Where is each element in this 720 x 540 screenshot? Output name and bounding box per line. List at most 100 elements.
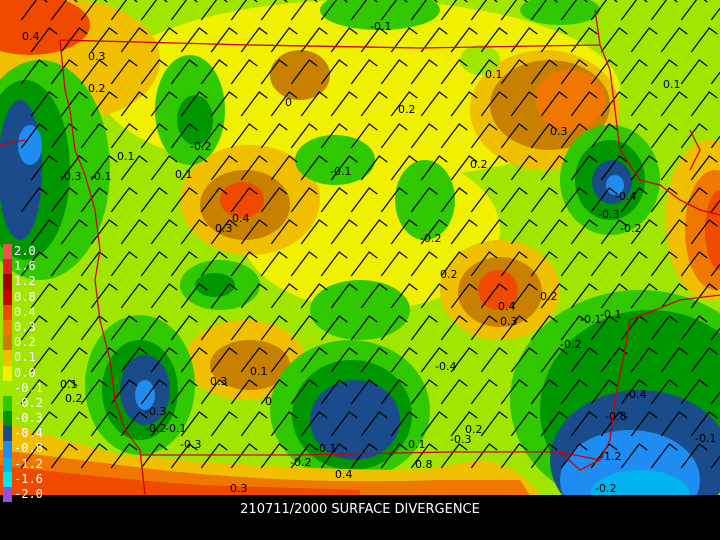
wind-barb (120, 219, 148, 245)
legend-label: 0.2 (14, 335, 36, 350)
wind-barb (680, 59, 708, 85)
wind-barb (680, 0, 708, 21)
wind-barb (480, 27, 508, 53)
wind-barb (630, 283, 658, 309)
wind-barb (60, 27, 88, 53)
wind-barb (650, 59, 678, 85)
wind-barb (660, 91, 688, 117)
contour-label: -0.8 (605, 410, 626, 423)
wind-barb (530, 123, 558, 149)
legend-entry: -0.3 (3, 411, 63, 427)
legend-swatch (3, 471, 12, 487)
wind-barb (680, 123, 708, 149)
wind-barb (410, 0, 438, 21)
contour-label: 0.1 (485, 68, 503, 81)
wind-barb (20, 443, 48, 469)
wind-barb (590, 123, 618, 149)
wind-barb (510, 155, 538, 181)
wind-barb (690, 219, 718, 245)
wind-barb (680, 315, 708, 341)
wind-barb (210, 155, 238, 181)
wind-barb (560, 59, 588, 85)
wind-barb (560, 443, 588, 469)
wind-barb (210, 347, 238, 373)
wind-barb (420, 155, 448, 181)
wind-barb (60, 155, 88, 181)
wind-barb (350, 187, 378, 213)
wind-barb (180, 347, 208, 373)
legend-entry: 1.2 (3, 274, 63, 290)
wind-barb (150, 155, 178, 181)
wind-barb (510, 219, 538, 245)
wind-barb (680, 379, 708, 405)
wind-barb (50, 59, 78, 85)
wind-barb (390, 27, 418, 53)
wind-barb (210, 219, 238, 245)
contour-label: 0.4 (232, 212, 250, 225)
wind-barb (320, 443, 348, 469)
wind-barb (90, 411, 118, 437)
wind-barb (20, 379, 48, 405)
wind-barb (30, 347, 58, 373)
wind-barb (600, 27, 628, 53)
wind-barb (230, 315, 258, 341)
contour-label: 0.2 (440, 268, 458, 281)
wind-barb (120, 347, 148, 373)
wind-barb (450, 91, 478, 117)
wind-barb (440, 379, 468, 405)
wind-barb (320, 0, 348, 21)
wind-barb (170, 0, 198, 21)
wind-barb (110, 251, 138, 277)
wind-barb (560, 187, 588, 213)
wind-barb (390, 91, 418, 117)
wind-barb (650, 443, 678, 469)
wind-barb (410, 59, 438, 85)
legend-entry: -2.0 (3, 487, 63, 503)
wind-barb (660, 219, 688, 245)
wind-barb (30, 155, 58, 181)
contour-label: -0.1 (600, 308, 621, 321)
wind-barb (620, 379, 648, 405)
contour-label: -0.2 (595, 482, 616, 495)
contour-label: -0.2 (420, 232, 441, 245)
wind-barb (50, 187, 78, 213)
legend-swatch (3, 289, 12, 305)
wind-barb (470, 315, 498, 341)
wind-barb (530, 443, 558, 469)
wind-barb (320, 187, 348, 213)
contour-label: -0.1 (90, 170, 111, 183)
wind-barb (230, 379, 258, 405)
legend-label: -2.0 (14, 487, 43, 501)
contour-label: -0.1 (165, 422, 186, 435)
contour-label: 0.4 (22, 30, 40, 43)
wind-barb (500, 0, 528, 21)
wind-barb (710, 7, 720, 21)
wind-barb (240, 27, 268, 53)
wind-barb (480, 155, 508, 181)
wind-barb (330, 27, 358, 53)
wind-barb (590, 0, 618, 21)
wind-barb (680, 443, 708, 469)
legend-label: -0.4 (14, 426, 43, 441)
wind-barb (510, 347, 538, 373)
wind-barb (20, 123, 48, 149)
wind-barb (570, 283, 598, 309)
wind-barb (200, 379, 228, 405)
contour-label: 0.1 (408, 438, 426, 451)
wind-barb (360, 411, 388, 437)
wind-barb (270, 283, 298, 309)
contour-label: -0.1 (695, 432, 716, 445)
wind-barb (120, 91, 148, 117)
wind-barb (240, 411, 268, 437)
wind-barb (50, 443, 78, 469)
wind-barb (600, 155, 628, 181)
wind-barb (500, 123, 528, 149)
wind-barb (450, 27, 478, 53)
legend-label: -0.1 (14, 380, 43, 395)
wind-barb (110, 187, 138, 213)
contour-label: -0.4 (435, 360, 456, 373)
wind-barb (320, 251, 348, 277)
wind-barb (90, 27, 118, 53)
contour-label: 0.2 (540, 290, 558, 303)
contour-label: -0.3 (598, 208, 619, 221)
